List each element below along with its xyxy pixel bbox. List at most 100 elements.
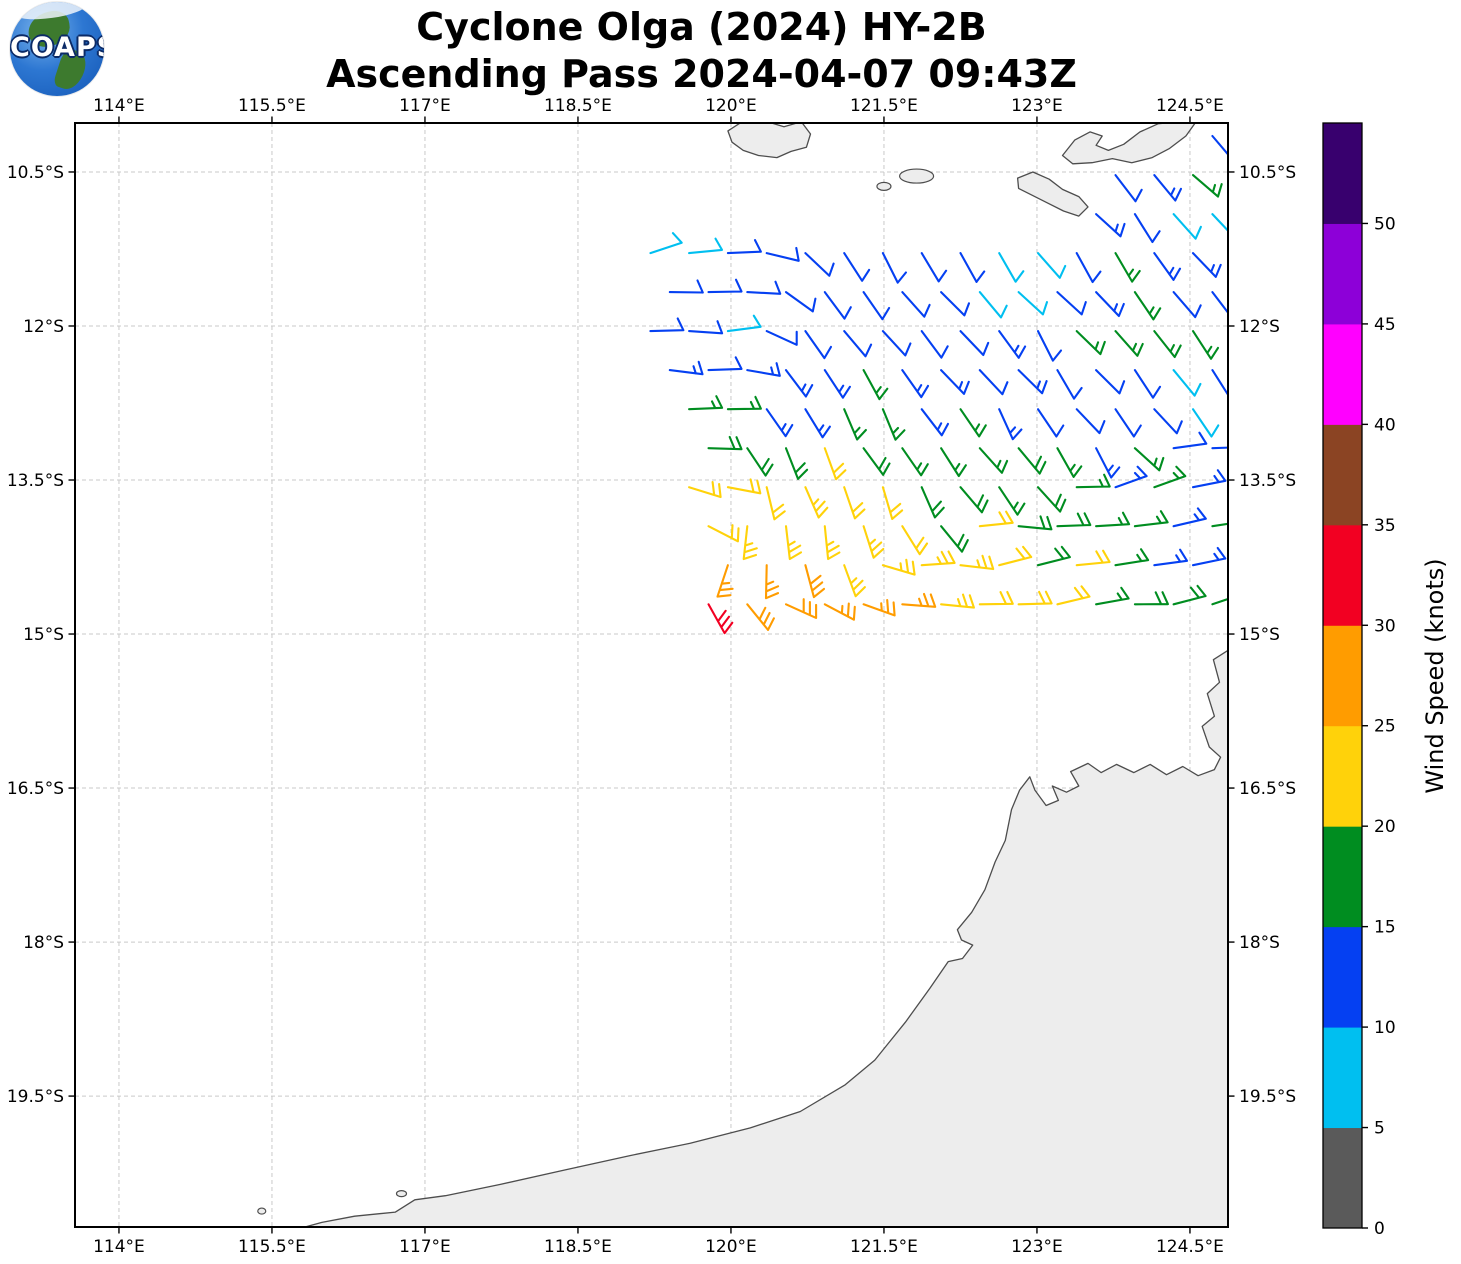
wind-barb [998, 545, 1033, 567]
wind-barb [804, 564, 826, 599]
wind-barb [1114, 465, 1148, 489]
wind-barb [1153, 408, 1183, 435]
wind-barb [843, 486, 866, 520]
y-tick-label-right: 15°S [1239, 625, 1280, 645]
wind-barb [688, 481, 722, 499]
x-tick-label-bottom: 114°E [93, 1237, 145, 1257]
colorbar-band [1323, 625, 1362, 727]
wind-barb [823, 369, 851, 399]
logo-text: COAPS [10, 32, 104, 63]
plot-frame [74, 122, 1229, 1228]
wind-barb [959, 408, 987, 438]
wind-barb [1153, 174, 1183, 202]
wind-barb [784, 598, 818, 619]
wind-barbs [649, 134, 1228, 635]
wind-barb [1114, 174, 1143, 203]
wind-barb [1075, 252, 1102, 284]
wind-barb [688, 237, 724, 255]
wind-barb [1172, 431, 1208, 450]
colorbar-tick-label: 25 [1374, 717, 1396, 737]
wind-barb [1191, 408, 1220, 438]
x-tick-label-bottom: 120°E [705, 1237, 757, 1257]
wind-barb [1153, 465, 1187, 489]
wind-barb [1056, 585, 1091, 606]
x-tick-label-top: 123°E [1011, 96, 1063, 116]
wind-barb [1017, 447, 1047, 475]
wind-barb [1211, 522, 1228, 528]
wind-barb [1095, 213, 1126, 238]
wind-barb [901, 592, 937, 608]
wind-barb [1075, 408, 1106, 435]
wind-barb [1153, 252, 1182, 281]
wind-barb [707, 278, 743, 294]
x-tick-label-top: 118.5°E [544, 96, 612, 116]
coastlines [257, 123, 1228, 1227]
small-island [876, 181, 892, 191]
colorbar-band [1323, 323, 1362, 425]
wind-barb [862, 369, 889, 401]
wind-barb [716, 564, 734, 598]
colorbar-band [1323, 1027, 1362, 1129]
wind-barb [901, 447, 929, 477]
wind-barb [998, 486, 1026, 516]
y-tick-label-right: 12°S [1239, 317, 1280, 337]
wind-barb [765, 486, 786, 521]
colorbar: 0 5 10 15 20 25 30 35 40 45 50 [1322, 122, 1396, 1239]
colorbar-tick-label: 40 [1374, 415, 1396, 435]
colorbar-tick-label: 5 [1374, 1119, 1385, 1139]
wind-barb [1211, 597, 1228, 606]
wind-barb [707, 603, 734, 635]
rote-island [1016, 171, 1089, 217]
wind-barb [901, 369, 930, 399]
wind-barb [823, 525, 841, 561]
wind-barb [1133, 369, 1162, 399]
wind-barb [1133, 213, 1161, 244]
wind-barb [1075, 330, 1106, 356]
wind-barb [784, 291, 817, 313]
wind-barb [920, 550, 956, 567]
x-tick-label-bottom: 123°E [1011, 1237, 1063, 1257]
wind-barb [1191, 252, 1222, 278]
y-tick-label-left: 19.5°S [7, 1087, 64, 1107]
colorbar-tick-label: 10 [1374, 1018, 1396, 1038]
wind-barb [1114, 548, 1150, 567]
plot-border [74, 122, 1229, 1228]
wind-barb [1153, 548, 1189, 567]
wind-barb [862, 291, 891, 321]
wind-barb [1017, 515, 1053, 531]
timor-island [1061, 123, 1196, 165]
wind-barb [649, 232, 683, 255]
wind-barb [940, 593, 975, 609]
x-tick-label-bottom: 121.5°E [850, 1237, 918, 1257]
y-tick-label-left: 13.5°S [7, 471, 64, 491]
wind-barb [1056, 369, 1083, 400]
wind-barb [1036, 252, 1067, 279]
wind-barb [862, 525, 885, 559]
wind-barb [1172, 584, 1207, 606]
wind-barb [959, 554, 995, 571]
wind-barb [940, 447, 967, 478]
wind-barb [881, 486, 904, 520]
wind-barb [862, 599, 896, 617]
wind-barb [1095, 586, 1130, 606]
wind-barb [1017, 291, 1049, 316]
x-tick-label-top: 115.5°E [238, 96, 306, 116]
wind-barb [726, 478, 762, 495]
wind-barb [784, 369, 814, 398]
small-island [395, 1190, 408, 1198]
wind-barb [765, 330, 798, 346]
wind-barb [1036, 545, 1071, 567]
x-tick-label-bottom: 124.5°E [1156, 1237, 1224, 1257]
wind-barb [707, 356, 743, 372]
small-island [898, 168, 935, 184]
wind-barb [1211, 134, 1228, 156]
y-tick-label-right: 18°S [1239, 933, 1280, 953]
wind-barb [978, 447, 1009, 474]
wind-barb [784, 525, 803, 561]
wind-barb [901, 291, 931, 318]
coaps-logo: COAPS [10, 2, 104, 96]
wind-barb [881, 408, 906, 441]
y-tick-label-right: 13.5°S [1239, 471, 1296, 491]
wind-barb [1056, 512, 1092, 528]
